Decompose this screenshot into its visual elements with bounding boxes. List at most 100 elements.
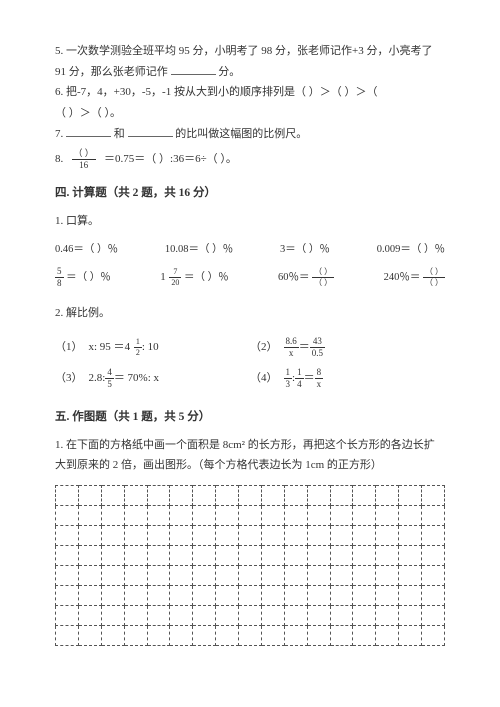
grid-cell [147,626,170,646]
ratio-4-bd: 4 [295,379,304,389]
grid-cell [193,626,216,646]
grid-cell [239,626,262,646]
grid-cell [147,566,170,586]
grid-cell [239,586,262,606]
ratio-4-cn: 8 [315,368,324,379]
grid-cell [330,506,353,526]
q8-frac-den: 16 [72,160,96,170]
grid-cell [170,606,193,626]
ratio-1-num: （1） [55,338,83,357]
grid-cell [376,626,399,646]
calc-2d-frac: （ ） （ ） [423,268,445,287]
ratio-1-fd: 2 [134,348,142,357]
grid-cell [399,506,422,526]
q6-open: （ [55,107,66,119]
grid-cell [193,486,216,506]
question-6: 6. 把-7，4，+30，-5，-1 按从大到小的顺序排列是（ ）＞（ ）＞（ [55,83,445,102]
q8-frac-num: （ ） [72,149,96,160]
grid-cell [170,566,193,586]
grid-cell [78,626,101,646]
grid-cell [353,586,376,606]
ratio-4-eq: ＝ [304,369,315,388]
grid-cell [216,526,239,546]
grid-cell [101,546,124,566]
calc-2c-head: 60％＝ [278,271,310,282]
ratio-2-ld: x [284,348,299,358]
calc-2b-n: 7 [169,268,181,278]
q7-mid: 和 [114,128,125,140]
ratio-2-rd: 0.5 [310,348,325,358]
grid-cell [330,586,353,606]
grid-cell [147,526,170,546]
grid-cell [193,546,216,566]
ratio-2-left: 8.6 x [284,337,299,358]
grid-cell [284,526,307,546]
grid-cell [422,526,445,546]
grid-cell [124,586,147,606]
question-6-line2: （ ）＞（ ）。 [55,104,445,123]
ratio-2-ln: 8.6 [284,337,299,348]
grid-cell [170,486,193,506]
grid-cell [261,606,284,626]
ratio-1-tail: : 10 [142,338,159,357]
grid-cell [78,566,101,586]
grid-cell [147,486,170,506]
calc-2b-d: 20 [169,278,181,287]
grid-cell [124,506,147,526]
calc-2b-tail: ＝（ ）％ [184,271,229,282]
calc-1b: 10.08＝（ ）％ [165,241,233,259]
grid-cell [216,606,239,626]
calc-2a-d: 8 [55,278,64,288]
grid-cell [56,526,79,546]
calc-row-2: 5 8 ＝（ ）％ 1 7 20 ＝（ ）％ 60％＝ （ ） （ ） [55,267,445,288]
calc-1a: 0.46＝（ ）％ [55,241,118,259]
calc-2a-frac: 5 8 [55,267,64,288]
grid-cell [353,486,376,506]
calc-2c: 60％＝ （ ） （ ） [278,268,334,287]
q6-gt-3: ）＞（ [69,107,102,119]
grid-cell [56,586,79,606]
grid-cell [261,486,284,506]
ratio-3-head: 2.8: [89,369,106,388]
grid-cell [239,506,262,526]
grid-cell [353,566,376,586]
grid-cell [216,586,239,606]
grid-cell [239,486,262,506]
ratio-1-lhs: x: 95 ＝ [89,338,125,357]
grid-cell [78,486,101,506]
grid-cell [101,586,124,606]
grid-cell [399,486,422,506]
grid-cell [193,606,216,626]
q5-text-a: 5. 一次数学测验全班平均 95 分，小明考了 98 分，张老师记作+3 分，小… [55,45,432,57]
q7-blank-1 [66,126,111,137]
grid-cell [56,506,79,526]
q8-eq1: ＝0.75＝（ [104,153,156,165]
grid-cell [284,506,307,526]
grid-cell [216,566,239,586]
grid-cell [216,486,239,506]
grid-cell [170,626,193,646]
grid-cell [147,586,170,606]
section-4-title: 四. 计算题（共 2 题，共 16 分） [55,184,445,204]
calc-1c: 3＝（ ）％ [280,241,330,259]
ratio-1-fn: 1 [134,338,142,348]
ratio-4-a: 1 3 [284,368,293,389]
grid-cell [284,486,307,506]
ratio-4-ad: 3 [284,379,293,389]
q8-eq3: ）。 [220,153,237,165]
grid-cell [216,626,239,646]
grid-cell [78,546,101,566]
question-5-line2: 91 分，那么张老师记作 分。 [55,63,445,82]
grid-cell [376,546,399,566]
ratio-1-mixed: 4 1 2 [125,338,142,357]
ratio-3-fn: 4 [105,368,114,379]
grid-cell [239,566,262,586]
question-7: 7. 和 的比叫做这幅图的比例尺。 [55,125,445,144]
grid-cell [284,546,307,566]
ratio-1: （1） x: 95 ＝ 4 1 2 : 10 [55,337,250,358]
ratio-1-whole: 4 [125,338,131,357]
q8-prefix: 8. [55,153,63,165]
grid-cell [330,606,353,626]
ratio-4-cd: x [315,379,324,389]
grid-cell [330,526,353,546]
